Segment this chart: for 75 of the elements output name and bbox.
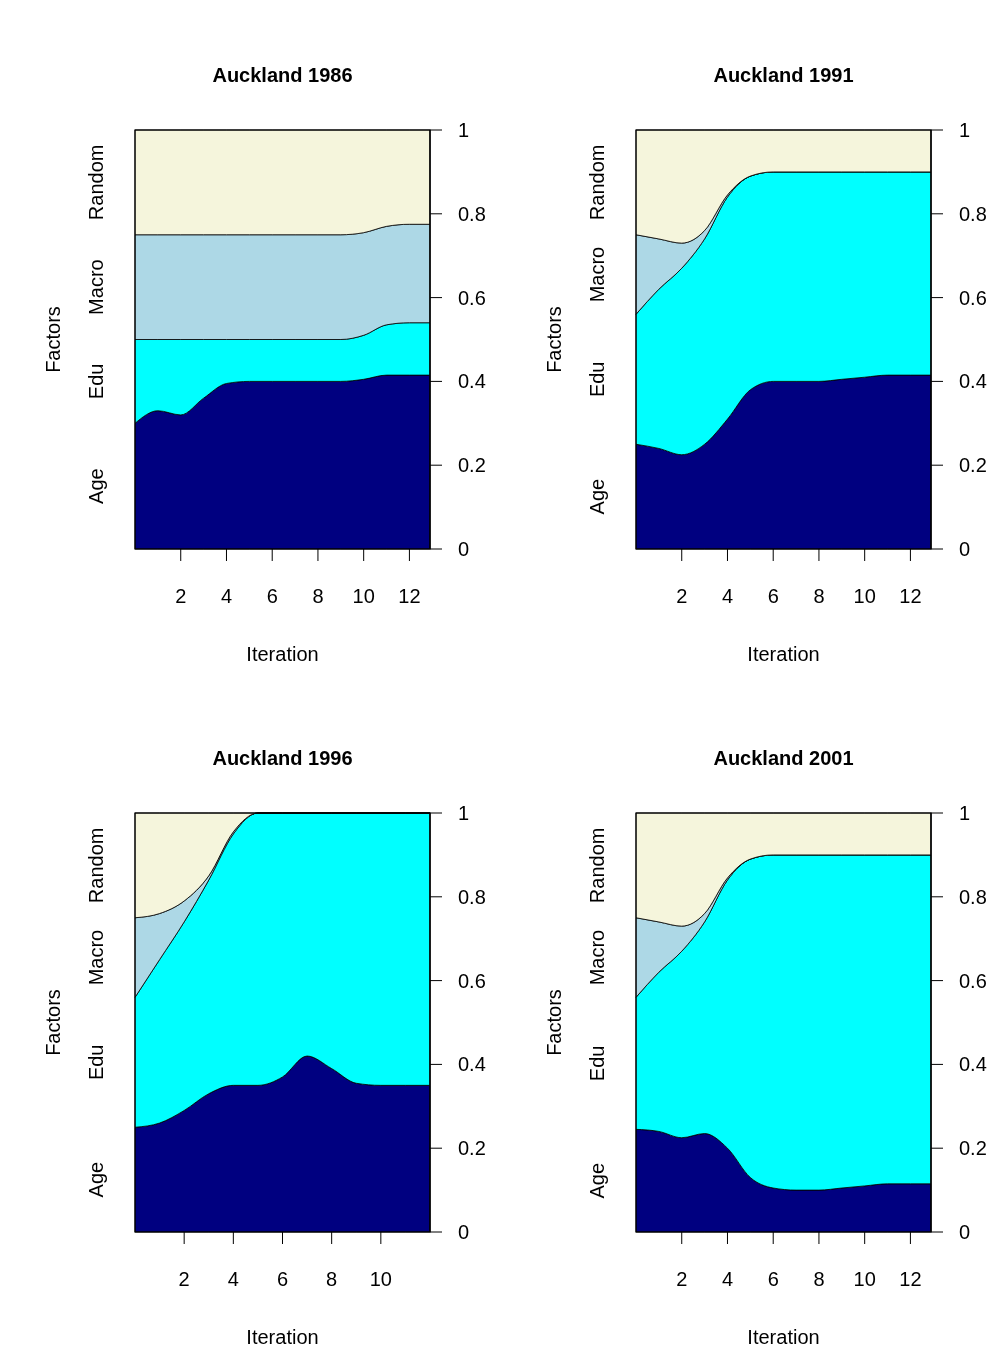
x-axis-title: Iteration <box>246 643 319 665</box>
x-tick-label: 10 <box>853 1268 876 1290</box>
y-tick-label: 0.8 <box>959 202 987 225</box>
chart-title: Auckland 1986 <box>212 64 353 86</box>
y-tick-label: 0.2 <box>458 1137 486 1160</box>
y-tick-label: 0.6 <box>458 969 486 992</box>
y-tick-label: 1 <box>959 802 971 824</box>
text: Random <box>85 144 107 221</box>
text: Macro <box>85 929 107 986</box>
y-tick-label: 1 <box>458 802 470 824</box>
y-tick-label: 0 <box>458 538 470 560</box>
text: Macro <box>586 246 608 303</box>
x-tick-label: 4 <box>721 585 734 607</box>
y-axis-title: Factors <box>543 306 565 373</box>
y-tick-label: 0.6 <box>458 286 486 309</box>
y-axis-title: Factors <box>42 306 64 373</box>
x-tick-label: 8 <box>326 1268 338 1290</box>
text: Age <box>586 1162 608 1199</box>
text: Random <box>85 827 107 904</box>
x-tick-label: 2 <box>178 1268 190 1290</box>
text: Macro <box>85 259 107 315</box>
x-tick-label: 4 <box>220 585 233 607</box>
x-tick-label: 10 <box>369 1268 392 1290</box>
text: Random <box>586 144 608 221</box>
x-tick-label: 2 <box>676 585 688 607</box>
x-tick-label: 6 <box>767 585 779 607</box>
y-axis-title: Factors <box>42 989 64 1056</box>
text: Edu <box>586 361 608 398</box>
x-tick-label: 10 <box>853 585 876 607</box>
x-tick-label: 12 <box>899 1268 922 1290</box>
x-tick-label: 6 <box>276 1268 289 1290</box>
y-tick-label: 0.8 <box>959 885 987 908</box>
text: Edu <box>586 1045 608 1082</box>
chart-title: Auckland 1996 <box>212 747 353 769</box>
text: Random <box>586 827 608 904</box>
y-tick-label: 0 <box>959 1221 971 1243</box>
text: Age <box>85 468 107 504</box>
x-tick-label: 10 <box>352 585 375 607</box>
y-tick-label: 0.2 <box>458 454 486 477</box>
x-tick-label: 4 <box>721 1268 734 1290</box>
text: Edu <box>85 363 107 400</box>
y-tick-label: 0.2 <box>959 454 987 477</box>
y-tick-label: 0.8 <box>458 202 486 225</box>
y-tick-label: 1 <box>959 119 971 141</box>
y-tick-label: 0.4 <box>458 1053 486 1076</box>
text: Age <box>85 1161 107 1198</box>
x-axis-title: Iteration <box>747 1326 820 1348</box>
x-tick-label: 8 <box>813 585 825 607</box>
text: Edu <box>85 1044 107 1081</box>
x-tick-label: 2 <box>676 1268 688 1290</box>
y-tick-label: 0.8 <box>458 885 486 908</box>
chart-title: Auckland 1991 <box>713 64 854 86</box>
text: Macro <box>586 929 608 986</box>
y-tick-label: 0.4 <box>458 370 486 393</box>
x-axis-title: Iteration <box>246 1326 319 1348</box>
x-tick-label: 4 <box>227 1268 239 1290</box>
y-tick-label: 0 <box>458 1221 470 1243</box>
y-tick-label: 0 <box>959 538 971 560</box>
chart-title: Auckland 2001 <box>713 747 854 769</box>
y-tick-label: 0.2 <box>959 1137 987 1160</box>
y-tick-label: 0.6 <box>959 286 987 309</box>
x-tick-label: 12 <box>899 585 922 607</box>
x-tick-label: 8 <box>813 1268 825 1290</box>
y-axis-title: Factors <box>543 989 565 1056</box>
text: Age <box>586 478 608 515</box>
y-tick-label: 1 <box>458 119 470 141</box>
x-tick-label: 2 <box>175 585 187 607</box>
x-tick-label: 8 <box>312 585 324 607</box>
y-tick-label: 0.4 <box>959 1053 987 1076</box>
y-tick-label: 0.6 <box>959 969 987 992</box>
x-tick-label: 6 <box>266 585 278 607</box>
x-tick-label: 12 <box>398 585 421 607</box>
y-tick-label: 0.4 <box>959 370 987 393</box>
x-axis-title: Iteration <box>747 643 820 665</box>
x-tick-label: 6 <box>767 1268 779 1290</box>
